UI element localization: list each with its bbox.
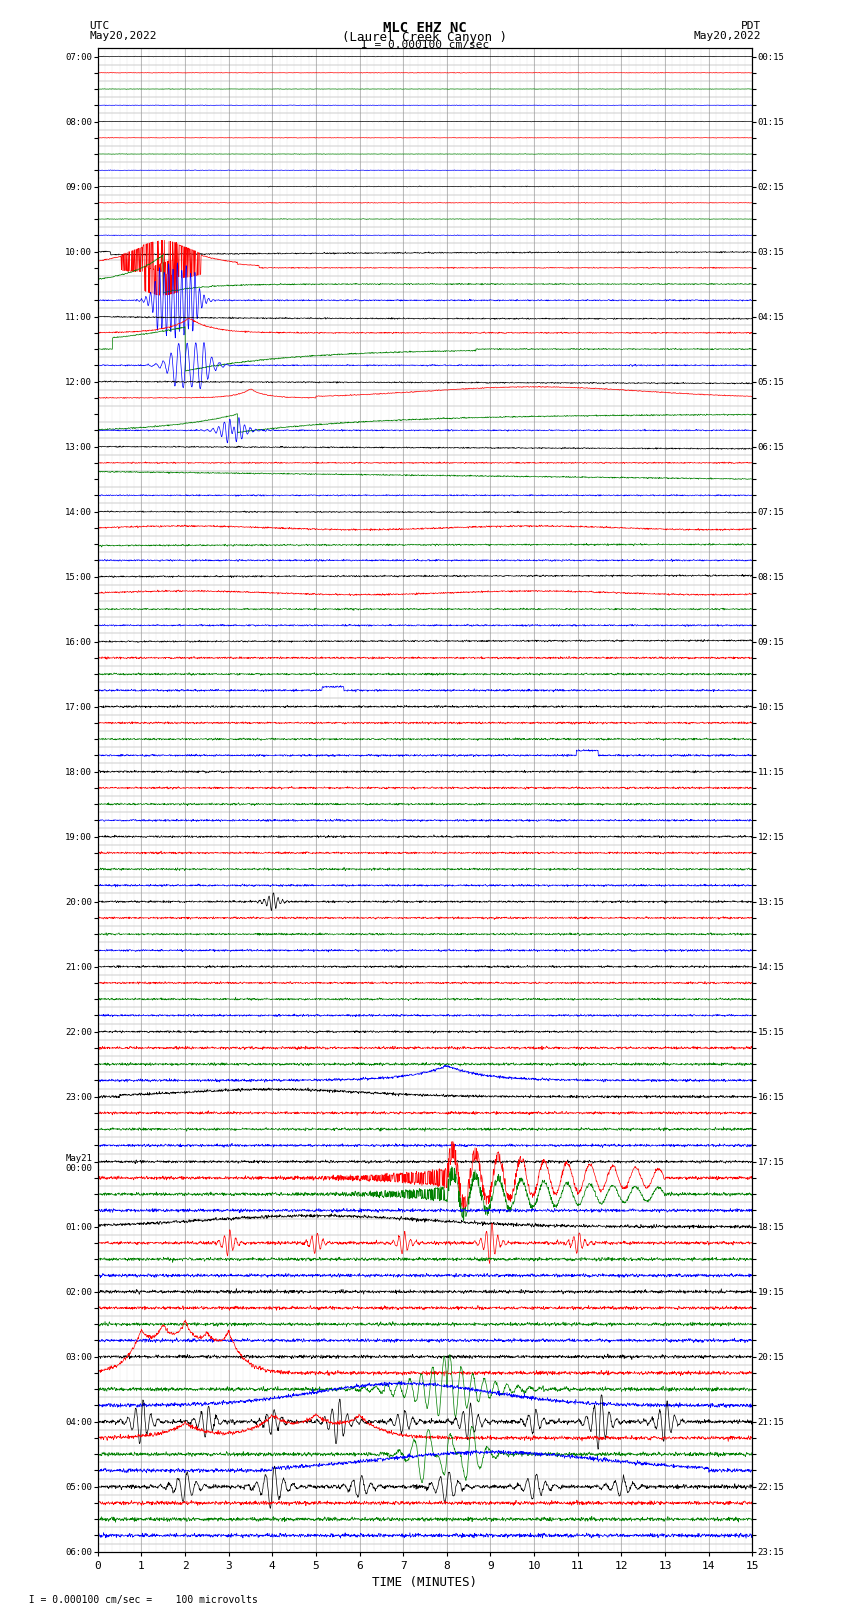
Text: May20,2022: May20,2022: [89, 31, 156, 40]
Text: I = 0.000100 cm/sec =    100 microvolts: I = 0.000100 cm/sec = 100 microvolts: [17, 1595, 258, 1605]
X-axis label: TIME (MINUTES): TIME (MINUTES): [372, 1576, 478, 1589]
Text: MLC EHZ NC: MLC EHZ NC: [383, 21, 467, 35]
Text: UTC: UTC: [89, 21, 110, 31]
Text: PDT: PDT: [740, 21, 761, 31]
Text: May20,2022: May20,2022: [694, 31, 761, 40]
Text: (Laurel Creek Canyon ): (Laurel Creek Canyon ): [343, 31, 507, 44]
Text: I = 0.000100 cm/sec: I = 0.000100 cm/sec: [361, 40, 489, 50]
